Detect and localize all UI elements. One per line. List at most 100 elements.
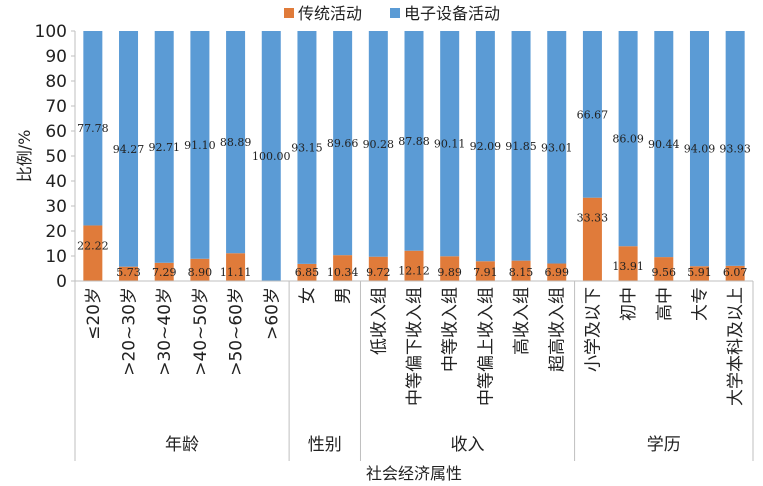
bar-electronic [654, 31, 674, 258]
value-label-electronic: 89.66 [327, 137, 359, 150]
bar-electronic [582, 31, 602, 198]
x-category-label: 低收入组 [369, 287, 389, 355]
y-tick-label: 60 [45, 122, 67, 142]
value-label-electronic: 91.85 [505, 140, 537, 153]
value-label-traditional: 5.91 [687, 266, 712, 279]
bar-electronic [547, 31, 567, 264]
bar-traditional [654, 257, 674, 281]
value-label-traditional: 6.99 [544, 266, 569, 279]
bar-traditional [689, 266, 709, 281]
value-label-traditional: 22.22 [77, 239, 109, 252]
x-category-label: 大专 [690, 287, 710, 321]
x-category-label: 超高收入组 [548, 287, 568, 372]
value-label-electronic: 93.15 [291, 141, 323, 154]
bar-electronic [261, 31, 281, 281]
legend-label: 电子设备活动 [404, 4, 500, 23]
bar-traditional [297, 263, 317, 281]
value-label-traditional: 6.85 [295, 266, 320, 279]
bar-electronic [618, 31, 638, 247]
bar-electronic [475, 31, 495, 262]
value-label-electronic: 66.67 [577, 108, 609, 121]
bar-traditional [333, 255, 353, 281]
bar-traditional [368, 256, 388, 281]
x-group-label: 学历 [647, 435, 681, 455]
bar-traditional [511, 260, 531, 281]
value-label-electronic: 93.93 [719, 142, 751, 155]
bar-electronic [190, 31, 210, 259]
bar-electronic [404, 31, 424, 251]
value-label-electronic: 91.10 [184, 139, 216, 152]
y-tick-label: 30 [45, 197, 67, 217]
value-label-traditional: 12.12 [398, 265, 430, 278]
value-label-traditional: 8.15 [509, 266, 534, 279]
bar-electronic [333, 31, 353, 256]
bar-traditional [618, 246, 638, 281]
y-tick-label: 80 [45, 72, 67, 92]
x-group-label: 性别 [308, 435, 342, 455]
y-axis-title: 比例/% [15, 130, 34, 183]
bar-electronic [297, 31, 317, 264]
bar-traditional [226, 253, 246, 281]
bar-electronic [226, 31, 246, 254]
value-label-traditional: 9.89 [437, 266, 462, 279]
legend-swatch [284, 8, 294, 18]
value-label-electronic: 100.00 [252, 150, 291, 163]
x-category-label: 中等收入组 [441, 287, 461, 372]
bar-electronic [119, 31, 139, 267]
value-label-traditional: 13.91 [612, 260, 644, 273]
value-label-electronic: 92.09 [470, 140, 502, 153]
y-tick-label: 70 [45, 97, 67, 117]
bar-electronic [83, 31, 103, 226]
value-label-electronic: 90.28 [363, 138, 395, 151]
x-category-label: >20~30岁 [120, 287, 140, 376]
bar-traditional [547, 263, 567, 281]
bar-traditional [582, 197, 602, 281]
y-tick-label: 90 [45, 47, 67, 67]
x-category-label: >60岁 [262, 287, 282, 340]
x-group-label: 年龄 [165, 435, 199, 455]
x-category-label: 小学及以下 [583, 287, 603, 372]
x-group-label: 收入 [451, 435, 485, 455]
x-category-label: 女 [298, 287, 318, 304]
x-axis-title: 社会经济属性 [366, 464, 462, 483]
x-category-label: 大学本科及以上 [726, 287, 746, 406]
value-label-electronic: 86.09 [612, 133, 644, 146]
value-label-electronic: 87.88 [398, 135, 430, 148]
x-category-label: 高中 [655, 287, 675, 321]
value-label-traditional: 7.91 [473, 266, 498, 279]
bar-traditional [725, 265, 745, 281]
value-label-traditional: 10.34 [327, 266, 359, 279]
bar-electronic [511, 31, 531, 261]
x-category-label: 初中 [619, 287, 639, 321]
bar-traditional [83, 225, 103, 281]
value-label-electronic: 94.27 [113, 143, 145, 156]
x-category-label: 高收入组 [512, 287, 532, 355]
value-label-traditional: 6.07 [723, 266, 748, 279]
bar-traditional [154, 262, 174, 281]
legend-label: 传统活动 [298, 4, 362, 23]
value-label-traditional: 8.90 [188, 266, 213, 279]
legend-swatch [390, 8, 400, 18]
bar-traditional [440, 256, 460, 281]
bar-traditional [475, 261, 495, 281]
y-tick-label: 50 [45, 147, 67, 167]
value-label-traditional: 33.33 [577, 212, 609, 225]
value-label-electronic: 90.11 [434, 138, 466, 151]
bar-electronic [440, 31, 460, 257]
x-category-label: >40~50岁 [191, 287, 211, 376]
value-label-traditional: 5.73 [116, 266, 141, 279]
y-tick-label: 40 [45, 172, 67, 192]
x-category-label: 男 [334, 287, 354, 304]
value-label-electronic: 92.71 [148, 141, 180, 154]
x-category-label: 中等偏下收入组 [405, 287, 425, 406]
x-category-label: 中等偏上收入组 [476, 287, 496, 406]
x-category-label: >50~60岁 [227, 287, 247, 376]
x-category-label: >30~40岁 [155, 287, 175, 376]
bar-traditional [404, 250, 424, 281]
bar-electronic [154, 31, 174, 263]
bar-traditional [190, 258, 210, 281]
value-label-traditional: 9.56 [652, 266, 677, 279]
y-tick-label: 100 [35, 22, 67, 42]
bar-electronic [689, 31, 709, 267]
